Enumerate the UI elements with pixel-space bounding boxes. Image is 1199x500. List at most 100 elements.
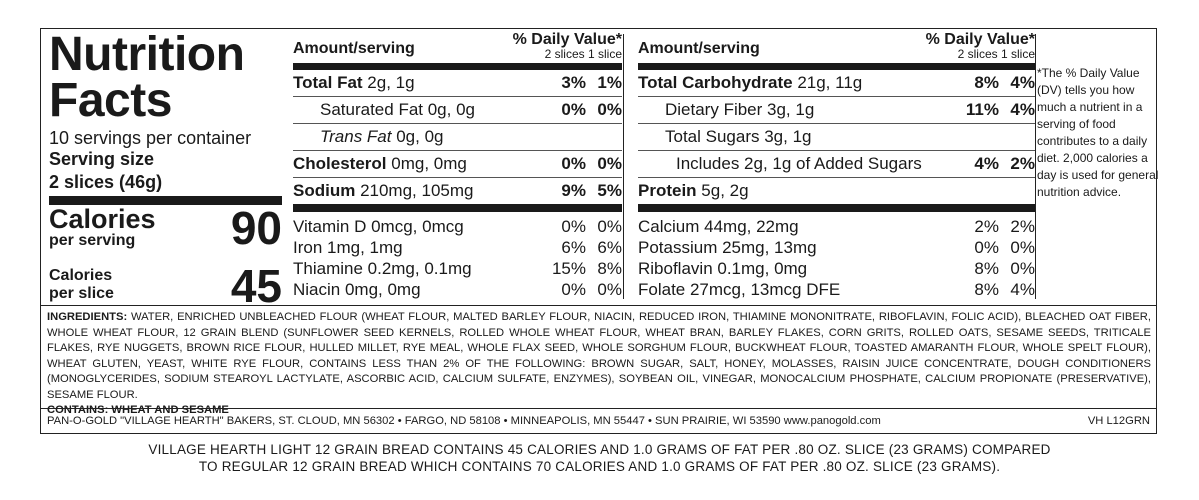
nutrient-amount: 0mg, 0mg: [386, 154, 467, 173]
nutrient-name-bold: Protein: [638, 181, 697, 200]
dv-one-slice: 5%: [597, 181, 622, 200]
nutrition-label: Nutrition Facts 10 servings per containe…: [40, 28, 1159, 434]
nutrient-row: Total Sugars 3g, 1g: [638, 124, 1035, 150]
nutrient-name: Total Sugars 3g, 1g: [665, 124, 811, 150]
dv-two-slices: 9%: [561, 181, 586, 200]
dv-one-slice: 6%: [597, 238, 622, 257]
nutrient-row: Trans Fat 0g, 0g: [293, 124, 622, 150]
nutrient-row: Includes 2g, 1g of Added Sugars 4% 2%: [638, 151, 1035, 177]
dv-one-slice: 0%: [597, 217, 622, 236]
calories-per-slice-value: 45: [230, 260, 282, 312]
comparison-line: TO REGULAR 12 GRAIN BREAD WHICH CONTAINS…: [198, 459, 1001, 474]
dv-two-slices: 15%: [551, 259, 586, 278]
vitamin-row: Thiamine 0.2mg, 0.1mg 15% 8%: [293, 258, 622, 279]
rule: [638, 150, 1035, 151]
nutrient-amount: Dietary Fiber 3g, 1g: [665, 100, 815, 119]
dv-one-slice: 0%: [597, 280, 622, 299]
vitamin-name: Potassium 25mg, 13mg: [638, 238, 817, 257]
column-divider: [623, 34, 624, 299]
nutrient-name: Sodium 210mg, 105mg: [293, 178, 473, 204]
vitamin-row: Calcium 44mg, 22mg 2% 2%: [638, 216, 1035, 237]
ingredients-text: WATER, ENRICHED UNBLEACHED FLOUR (WHEAT …: [47, 311, 1151, 401]
calories-label: Calories: [49, 204, 156, 234]
ingredients-block: INGREDIENTS: WATER, ENRICHED UNBLEACHED …: [47, 310, 1151, 419]
vitamin-row: Riboflavin 0.1mg, 0mg 8% 0%: [638, 258, 1035, 279]
dv-two-slices: 0%: [561, 280, 586, 299]
vitamin-rows: Calcium 44mg, 22mg 2% 2% Potassium 25mg, 13…: [638, 216, 1035, 300]
nutrient-amount: Total Sugars 3g, 1g: [665, 127, 812, 146]
dv-two-slices: 8%: [974, 259, 999, 278]
dv-one-slice: 4%: [1010, 280, 1035, 299]
nutrient-amount: 21g, 11g: [792, 73, 863, 92]
vitamin-name: Calcium 44mg, 22mg: [638, 217, 799, 236]
vitamin-name: Iron 1mg, 1mg: [293, 238, 403, 257]
nutrient-name-bold: Sodium: [293, 181, 356, 200]
daily-value-header: % Daily Value*: [512, 31, 622, 48]
rule: [638, 96, 1035, 97]
rule: [41, 408, 1156, 409]
vitamin-row: Iron 1mg, 1mg 6% 6%: [293, 237, 622, 258]
nutrient-rows: Total Carbohydrate 21g, 11g 8% 4% Dietary F…: [638, 70, 1035, 204]
nutrient-name: Protein 5g, 2g: [638, 178, 749, 204]
nutrient-name-bold: Cholesterol: [293, 154, 387, 173]
nutrient-column-1: Amount/serving % Daily Value* 2 slices 1…: [293, 29, 622, 300]
nutrient-row: Cholesterol 0mg, 0mg 0% 0%: [293, 151, 622, 177]
calories-per-serving: Calories per serving 90: [49, 202, 282, 265]
dv-two-slices: 3%: [561, 73, 586, 92]
dv-two-slices: 4%: [974, 154, 999, 173]
nutrient-name-bold: Total Carbohydrate: [638, 73, 793, 92]
servings-per-container: 10 servings per container: [49, 128, 252, 148]
vitamin-name: Thiamine 0.2mg, 0.1mg: [293, 259, 472, 278]
dv-two-slices: 0%: [561, 100, 586, 119]
serving-rule: [49, 196, 282, 205]
per-slice-label: per slice: [49, 285, 114, 302]
rule: [293, 150, 622, 151]
vitamin-row: Folate 27mcg, 13mcg DFE 8% 4%: [638, 279, 1035, 300]
nutrient-amount: 2g, 1g: [362, 73, 415, 92]
vitamin-name: Vitamin D 0mcg, 0mcg: [293, 217, 464, 236]
serving-size-value: 2 slices (46g): [49, 172, 163, 192]
nutrient-name: Total Carbohydrate 21g, 11g: [638, 70, 862, 96]
nutrient-amount: Includes 2g, 1g of Added Sugars: [676, 154, 922, 173]
rule: [293, 204, 622, 212]
product-code: VH L12GRN: [1087, 415, 1150, 427]
dv-one-slice: 4%: [1010, 100, 1035, 119]
nutrient-amount: 210mg, 105mg: [355, 181, 474, 200]
dv-one-slice: 2%: [1010, 217, 1035, 236]
dv-two-slices: 6%: [561, 238, 586, 257]
vitamin-row: Niacin 0mg, 0mg 0% 0%: [293, 279, 622, 300]
nutrient-row: Protein 5g, 2g: [638, 178, 1035, 204]
rule: [41, 305, 1156, 306]
vitamin-row: Vitamin D 0mcg, 0mcg 0% 0%: [293, 216, 622, 237]
rule: [638, 63, 1035, 70]
nutrient-row: Saturated Fat 0g, 0g 0% 0%: [293, 97, 622, 123]
label-title: Nutrition Facts: [49, 28, 245, 127]
rule: [638, 177, 1035, 178]
dv-two-slices: 8%: [974, 280, 999, 299]
dv-two-slices: 8%: [974, 73, 999, 92]
dv-one-slice: 1%: [597, 73, 622, 92]
vitamin-row: Potassium 25mg, 13mg 0% 0%: [638, 237, 1035, 258]
daily-value-footnote: *The % Daily Value (DV) tells you how mu…: [1037, 66, 1159, 199]
nutrient-name: Dietary Fiber 3g, 1g: [665, 97, 814, 123]
column-header: Amount/serving % Daily Value* 2 slices 1…: [638, 29, 1035, 61]
dv-one-slice: 0%: [597, 100, 622, 119]
title-column: Nutrition Facts 10 servings per containe…: [49, 28, 282, 321]
column-header: Amount/serving % Daily Value* 2 slices 1…: [293, 29, 622, 61]
comparison-line: VILLAGE HEARTH LIGHT 12 GRAIN BREAD CONT…: [148, 442, 1051, 457]
nutrient-name-italic: Trans Fat: [320, 127, 392, 146]
allergen-statement: CONTAINS: WHEAT AND SESAME: [47, 404, 229, 416]
rule: [293, 123, 622, 124]
vitamin-name: Riboflavin 0.1mg, 0mg: [638, 259, 808, 278]
rule: [638, 204, 1035, 212]
dv-two-slices: 0%: [974, 238, 999, 257]
nutrient-name: Total Fat 2g, 1g: [293, 70, 415, 96]
nutrient-rows: Total Fat 2g, 1g 3% 1% Saturated Fat 0g, 0g…: [293, 70, 622, 204]
nutrient-row: Total Fat 2g, 1g 3% 1%: [293, 70, 622, 96]
rule: [638, 123, 1035, 124]
column-divider: [1035, 34, 1036, 299]
ingredients-label: INGREDIENTS:: [47, 311, 128, 323]
vitamin-rows: Vitamin D 0mcg, 0mcg 0% 0% Iron 1mg, 1mg 6% 6…: [293, 216, 622, 300]
daily-value-subheader: 2 slices 1 slice: [957, 47, 1035, 61]
nutrient-column-2: Amount/serving % Daily Value* 2 slices 1…: [638, 29, 1035, 300]
